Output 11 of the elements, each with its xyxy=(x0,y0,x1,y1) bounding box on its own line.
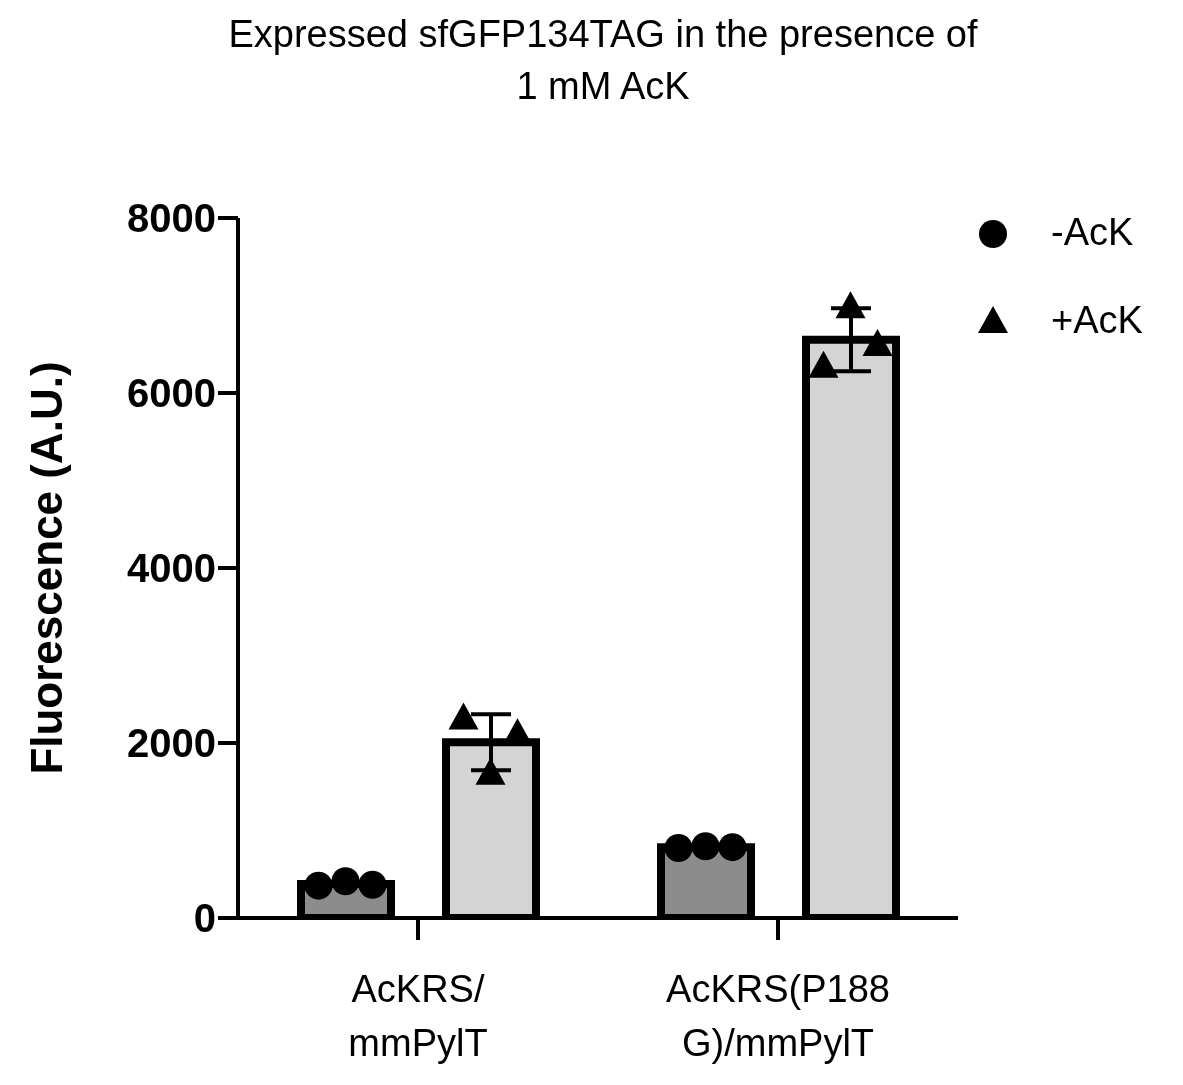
x-tick-label: AcKRS/mmPylT xyxy=(348,968,488,1064)
x-tick-label: AcKRS(P188G)/mmPylT xyxy=(666,968,890,1064)
legend-label: +AcK xyxy=(1051,298,1143,342)
y-axis-title: Fluorescence (A.U.) xyxy=(21,361,71,775)
y-tick-label: 4000 xyxy=(127,546,216,591)
y-tick-label: 8000 xyxy=(127,196,216,241)
y-tick-label: 2000 xyxy=(127,721,216,766)
chart-title: Expressed sfGFP134TAG in the presence of 1 mM AcK xyxy=(227,12,979,109)
legend-label: -AcK xyxy=(1051,210,1134,254)
y-tick-label: 0 xyxy=(193,896,216,941)
y-tick-label: 6000 xyxy=(127,371,216,416)
